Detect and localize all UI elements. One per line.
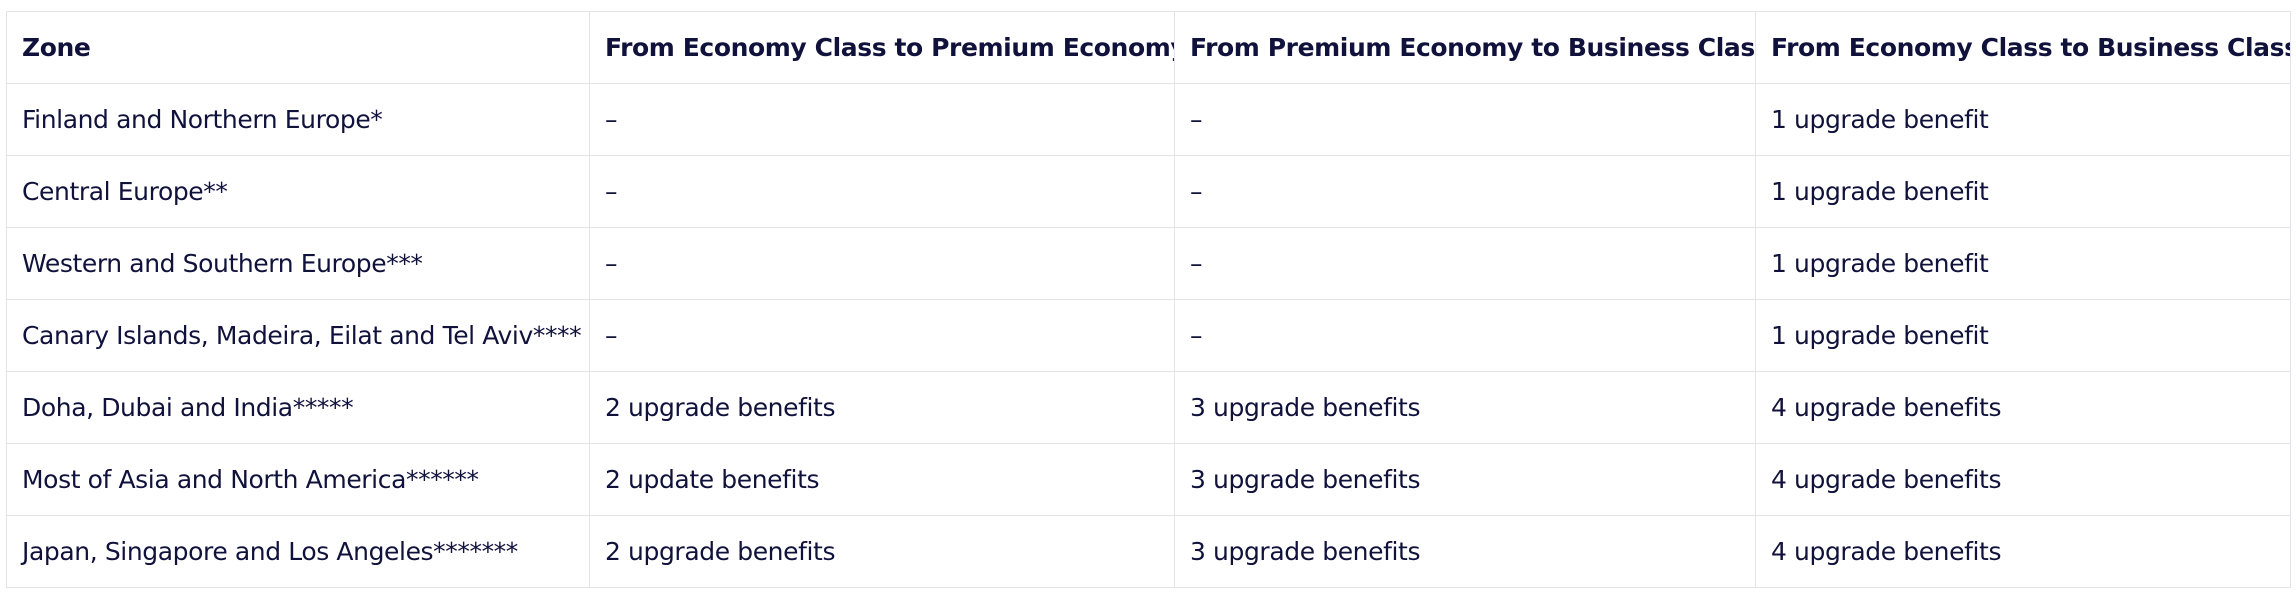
header-zone: Zone (6, 11, 590, 84)
economy-to-premium-economy-cell: – (589, 299, 1175, 372)
premium-economy-to-business-cell: 3 upgrade benefits (1174, 515, 1756, 588)
table-row: Most of Asia and North America****** 2 u… (6, 443, 2291, 516)
table-row: Canary Islands, Madeira, Eilat and Tel A… (6, 299, 2291, 372)
economy-to-business-cell: 4 upgrade benefits (1755, 515, 2291, 588)
premium-economy-to-business-cell: 3 upgrade benefits (1174, 371, 1756, 444)
table-row: Western and Southern Europe*** – – 1 upg… (6, 227, 2291, 300)
zone-cell: Canary Islands, Madeira, Eilat and Tel A… (6, 299, 590, 372)
table-row: Doha, Dubai and India***** 2 upgrade ben… (6, 371, 2291, 444)
zone-cell: Doha, Dubai and India***** (6, 371, 590, 444)
table-header-row: Zone From Economy Class to Premium Econo… (6, 11, 2291, 84)
zone-cell: Finland and Northern Europe* (6, 83, 590, 156)
header-economy-to-premium-economy: From Economy Class to Premium Economy (589, 11, 1175, 84)
premium-economy-to-business-cell: – (1174, 227, 1756, 300)
economy-to-premium-economy-cell: – (589, 83, 1175, 156)
zone-cell: Central Europe** (6, 155, 590, 228)
premium-economy-to-business-cell: – (1174, 83, 1756, 156)
upgrade-benefits-table: Zone From Economy Class to Premium Econo… (6, 11, 2291, 588)
premium-economy-to-business-cell: – (1174, 299, 1756, 372)
zone-cell: Western and Southern Europe*** (6, 227, 590, 300)
economy-to-business-cell: 4 upgrade benefits (1755, 443, 2291, 516)
economy-to-premium-economy-cell: – (589, 155, 1175, 228)
header-premium-economy-to-business: From Premium Economy to Business Class (1174, 11, 1756, 84)
premium-economy-to-business-cell: – (1174, 155, 1756, 228)
economy-to-business-cell: 1 upgrade benefit (1755, 299, 2291, 372)
economy-to-premium-economy-cell: 2 upgrade benefits (589, 515, 1175, 588)
economy-to-business-cell: 1 upgrade benefit (1755, 83, 2291, 156)
economy-to-business-cell: 4 upgrade benefits (1755, 371, 2291, 444)
zone-cell: Japan, Singapore and Los Angeles******* (6, 515, 590, 588)
economy-to-business-cell: 1 upgrade benefit (1755, 155, 2291, 228)
header-economy-to-business: From Economy Class to Business Class (1755, 11, 2291, 84)
table-row: Central Europe** – – 1 upgrade benefit (6, 155, 2291, 228)
economy-to-business-cell: 1 upgrade benefit (1755, 227, 2291, 300)
zone-cell: Most of Asia and North America****** (6, 443, 590, 516)
economy-to-premium-economy-cell: – (589, 227, 1175, 300)
table-row: Finland and Northern Europe* – – 1 upgra… (6, 83, 2291, 156)
economy-to-premium-economy-cell: 2 upgrade benefits (589, 371, 1175, 444)
premium-economy-to-business-cell: 3 upgrade benefits (1174, 443, 1756, 516)
upgrade-benefits-table-container: Zone From Economy Class to Premium Econo… (6, 11, 2291, 588)
economy-to-premium-economy-cell: 2 update benefits (589, 443, 1175, 516)
table-row: Japan, Singapore and Los Angeles******* … (6, 515, 2291, 588)
